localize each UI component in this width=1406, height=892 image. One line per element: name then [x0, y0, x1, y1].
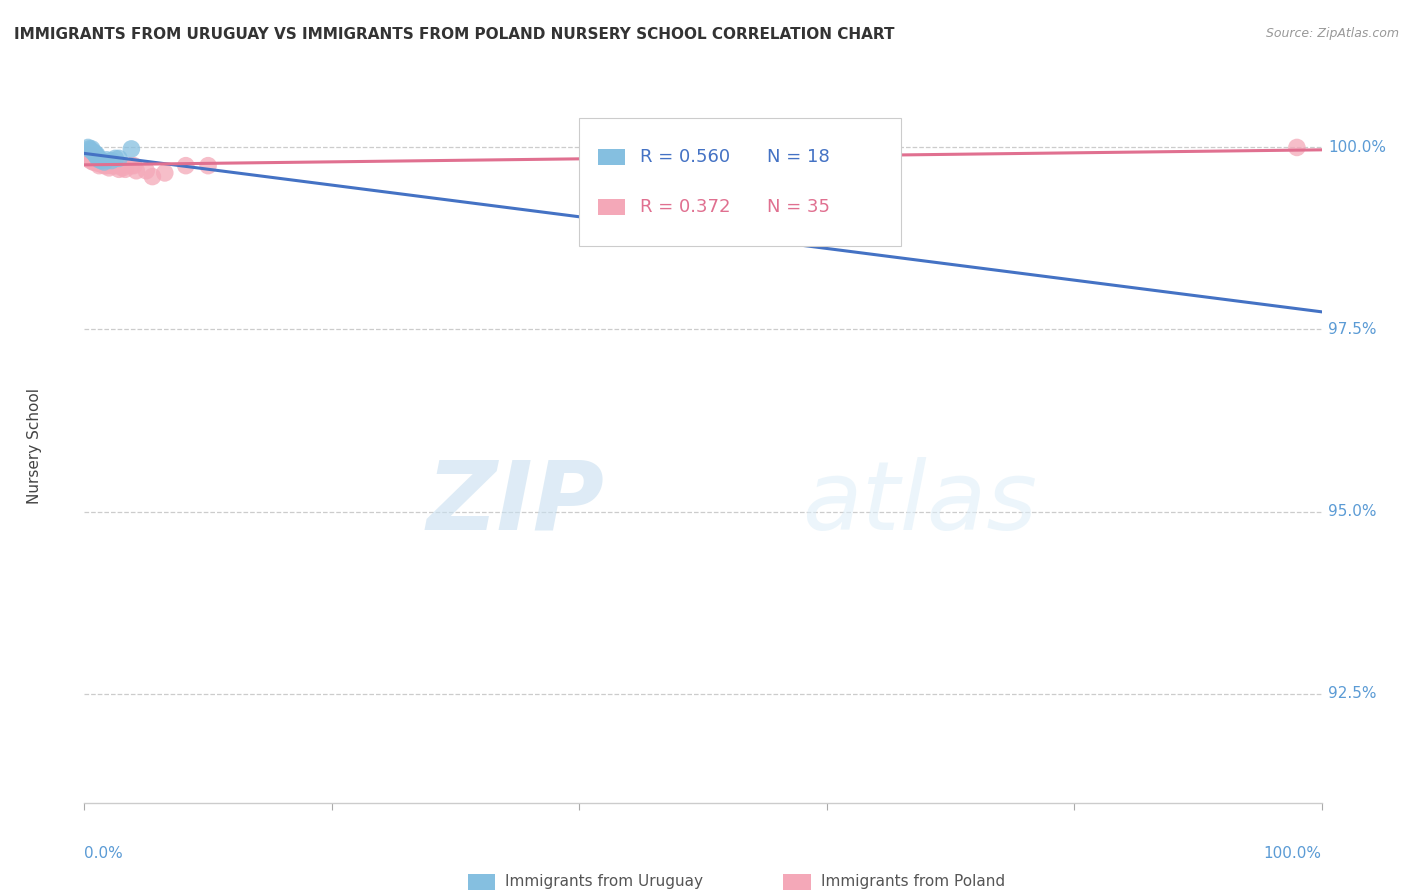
Point: [100, 153, 122, 168]
Point: [153, 166, 176, 180]
Point: [96, 159, 118, 173]
Point: [80, 142, 103, 156]
Text: 92.5%: 92.5%: [1327, 686, 1376, 701]
Text: 97.5%: 97.5%: [1327, 322, 1376, 337]
Point: [79, 142, 101, 156]
Point: [111, 161, 134, 175]
FancyBboxPatch shape: [598, 199, 626, 215]
Point: [100, 159, 122, 173]
Point: [122, 159, 145, 173]
FancyBboxPatch shape: [468, 874, 495, 890]
Text: IMMIGRANTS FROM URUGUAY VS IMMIGRANTS FROM POLAND NURSERY SCHOOL CORRELATION CHA: IMMIGRANTS FROM URUGUAY VS IMMIGRANTS FR…: [14, 27, 894, 42]
Text: Nursery School: Nursery School: [27, 388, 42, 504]
Point: [80, 144, 103, 158]
Point: [104, 152, 127, 166]
Text: R = 0.372: R = 0.372: [640, 198, 730, 216]
Point: [125, 163, 148, 178]
Point: [80, 149, 103, 163]
Point: [83, 155, 105, 169]
Point: [79, 152, 101, 166]
Text: 95.0%: 95.0%: [1327, 504, 1376, 519]
Point: [82, 155, 104, 169]
Point: [77, 147, 100, 161]
Text: ZIP: ZIP: [426, 457, 605, 549]
Point: [83, 145, 105, 160]
Text: atlas: atlas: [801, 457, 1038, 549]
Point: [79, 153, 101, 168]
FancyBboxPatch shape: [579, 118, 901, 246]
Point: [89, 156, 111, 170]
Point: [86, 149, 108, 163]
Point: [87, 156, 110, 170]
Point: [89, 153, 111, 167]
Point: [135, 163, 157, 178]
Text: N = 18: N = 18: [768, 148, 830, 166]
Point: [94, 156, 117, 170]
Point: [105, 159, 128, 173]
Point: [90, 156, 112, 170]
Point: [86, 153, 108, 168]
Point: [98, 161, 121, 175]
Point: [84, 147, 107, 161]
Text: Immigrants from Poland: Immigrants from Poland: [821, 874, 1005, 888]
Point: [90, 153, 112, 168]
Point: [103, 159, 125, 173]
Point: [110, 159, 132, 173]
Point: [93, 155, 115, 169]
Text: 0.0%: 0.0%: [84, 846, 124, 861]
Point: [174, 159, 197, 173]
Text: 100.0%: 100.0%: [1327, 140, 1386, 155]
Point: [141, 169, 163, 184]
Text: 100.0%: 100.0%: [1264, 846, 1322, 861]
Text: N = 35: N = 35: [768, 198, 831, 216]
Point: [82, 152, 104, 166]
Point: [79, 149, 101, 163]
Point: [120, 142, 142, 156]
FancyBboxPatch shape: [598, 149, 626, 165]
Point: [101, 156, 124, 170]
Point: [197, 159, 219, 173]
Point: [89, 159, 111, 173]
Point: [1285, 140, 1308, 154]
Point: [77, 140, 100, 154]
Point: [108, 152, 131, 166]
Point: [120, 159, 142, 173]
Point: [89, 153, 111, 167]
Text: Source: ZipAtlas.com: Source: ZipAtlas.com: [1265, 27, 1399, 40]
Text: Immigrants from Uruguay: Immigrants from Uruguay: [505, 874, 703, 888]
Point: [87, 152, 110, 166]
Point: [93, 159, 115, 173]
Point: [108, 162, 131, 177]
Point: [86, 147, 108, 161]
Point: [114, 162, 136, 177]
FancyBboxPatch shape: [783, 874, 811, 890]
Point: [84, 153, 107, 168]
Text: R = 0.560: R = 0.560: [640, 148, 730, 166]
Point: [96, 153, 118, 167]
